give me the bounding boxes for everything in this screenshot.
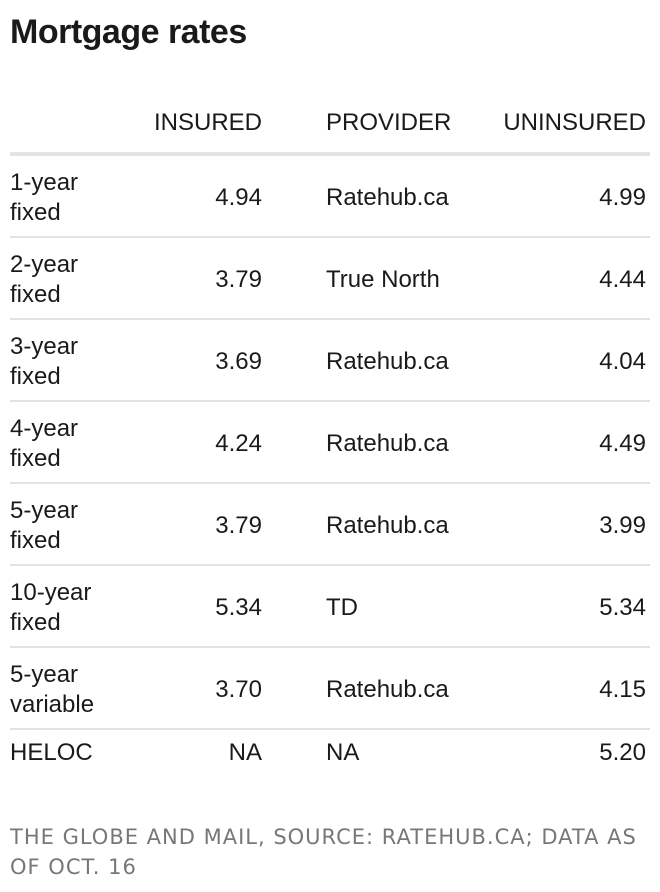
provider-cell: Ratehub.ca [326, 348, 449, 375]
uninsured-rate-cell: 4.44 [599, 266, 646, 293]
mortgage-rates-table: INSURED PROVIDER UNINSURED 1-year fixed 4… [10, 96, 650, 780]
provider-cell: Ratehub.ca [326, 512, 449, 539]
table-row: 5-year fixed 3.79 Ratehub.ca 3.99 [10, 484, 650, 566]
term-cell: 5-year variable [10, 661, 95, 718]
uninsured-rate-cell: 5.20 [599, 739, 646, 766]
insured-rate-cell: 3.79 [215, 512, 262, 539]
insured-rate-cell: 4.94 [215, 184, 262, 211]
column-header-provider: PROVIDER [326, 109, 452, 136]
term-cell: 1-year fixed [10, 169, 79, 226]
uninsured-rate-cell: 4.49 [599, 430, 646, 457]
term-cell: 3-year fixed [10, 333, 79, 390]
uninsured-rate-cell: 4.15 [599, 676, 646, 703]
uninsured-rate-cell: 3.99 [599, 512, 646, 539]
uninsured-rate-cell: 4.99 [599, 184, 646, 211]
provider-cell: TD [326, 594, 358, 621]
table-row: 10-year fixed 5.34 TD 5.34 [10, 566, 650, 648]
provider-cell: True North [326, 266, 440, 293]
insured-rate-cell: 3.79 [215, 266, 262, 293]
table-row: 1-year fixed 4.94 Ratehub.ca 4.99 [10, 156, 650, 238]
term-cell: 5-year fixed [10, 497, 79, 554]
term-cell: 4-year fixed [10, 415, 79, 472]
term-cell: 10-year fixed [10, 579, 92, 636]
table-row: 2-year fixed 3.79 True North 4.44 [10, 238, 650, 320]
source-note: THE GLOBE AND MAIL, SOURCE: RATEHUB.CA; … [10, 825, 637, 879]
term-cell: HELOC [10, 739, 93, 766]
insured-rate-cell: 5.34 [215, 594, 262, 621]
insured-rate-cell: 3.70 [215, 676, 262, 703]
table-body: 1-year fixed 4.94 Ratehub.ca 4.99 2-year fix… [10, 156, 650, 780]
uninsured-rate-cell: 4.04 [599, 348, 646, 375]
page-title: Mortgage rates [10, 13, 247, 51]
table-row: 5-year variable 3.70 Ratehub.ca 4.15 [10, 648, 650, 730]
provider-cell: Ratehub.ca [326, 430, 449, 457]
insured-rate-cell: 4.24 [215, 430, 262, 457]
insured-rate-cell: NA [228, 739, 262, 766]
provider-cell: Ratehub.ca [326, 184, 449, 211]
provider-cell: NA [326, 739, 360, 766]
column-header-insured: INSURED [153, 109, 262, 136]
insured-rate-cell: 3.69 [215, 348, 262, 375]
table-row: HELOC NA NA 5.20 [10, 730, 650, 780]
table-row: 3-year fixed 3.69 Ratehub.ca 4.04 [10, 320, 650, 402]
column-header-uninsured: UNINSURED [503, 109, 646, 136]
term-cell: 2-year fixed [10, 251, 79, 308]
provider-cell: Ratehub.ca [326, 676, 449, 703]
uninsured-rate-cell: 5.34 [599, 594, 646, 621]
table-header-row: INSURED PROVIDER UNINSURED [10, 96, 650, 156]
table-row: 4-year fixed 4.24 Ratehub.ca 4.49 [10, 402, 650, 484]
